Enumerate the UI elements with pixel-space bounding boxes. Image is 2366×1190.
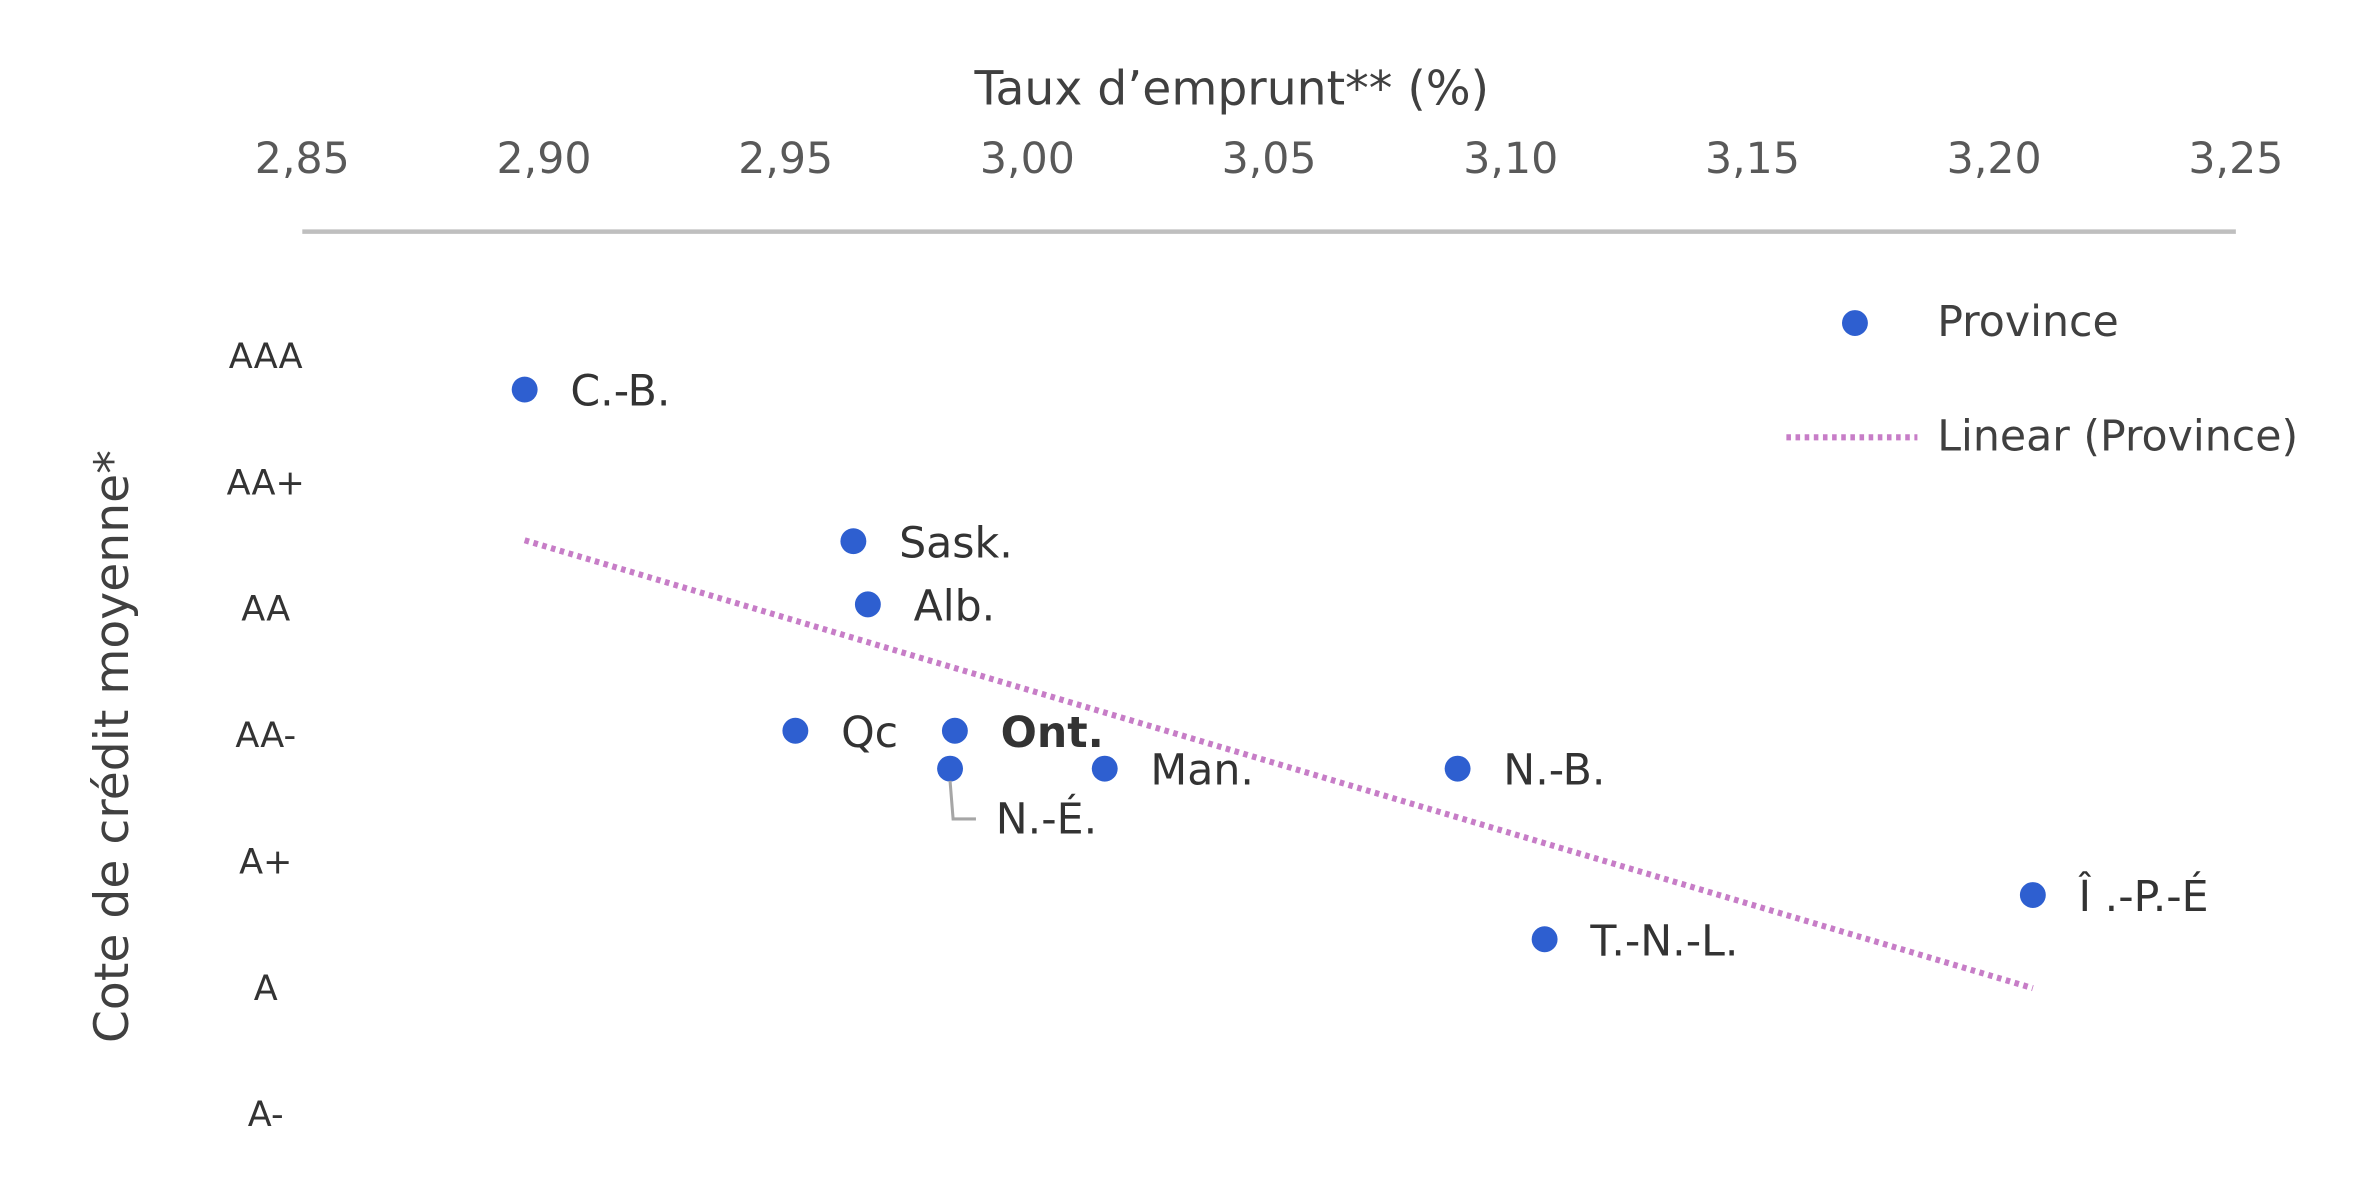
- y-tick-label: A: [254, 968, 278, 1009]
- x-tick-label: 3,05: [1222, 134, 1317, 184]
- data-point: [854, 591, 881, 618]
- point-label: Ont.: [1001, 708, 1104, 758]
- data-point: [782, 717, 809, 744]
- leader-line: [948, 780, 976, 821]
- point-label: Sask.: [899, 518, 1013, 568]
- point-label: C.-B.: [570, 367, 670, 417]
- data-point: [2019, 882, 2046, 908]
- x-tick-label: 3,20: [1947, 134, 2042, 184]
- data-point: [1531, 926, 1558, 953]
- point-label: Man.: [1150, 746, 1254, 796]
- y-tick-label: AA-: [235, 715, 296, 756]
- x-tick-label: 3,15: [1705, 134, 1800, 184]
- data-point: [511, 376, 538, 403]
- y-tick-label: A-: [248, 1094, 284, 1135]
- y-tick-label: AA: [241, 589, 290, 630]
- legend-label: Linear (Province): [1937, 411, 2298, 461]
- y-tick-label: AAA: [229, 336, 303, 377]
- x-axis-title: Taux d’emprunt** (%): [973, 61, 1489, 116]
- y-tick-label: AA+: [227, 462, 305, 503]
- y-tick-label: A+: [239, 841, 292, 882]
- x-tick-label: 2,90: [497, 134, 592, 184]
- data-point: [1444, 755, 1471, 782]
- data-point: [840, 528, 867, 555]
- x-tick-label: 3,10: [1463, 134, 1558, 184]
- data-point: [937, 755, 964, 782]
- point-label: N.-É.: [996, 793, 1097, 844]
- x-tick-label: 2,95: [738, 134, 833, 184]
- x-tick-label: 3,25: [2188, 134, 2283, 184]
- point-label: Î .-P.-É: [2078, 871, 2209, 922]
- legend-label: Province: [1937, 297, 2119, 347]
- x-tick-label: 3,00: [980, 134, 1075, 184]
- point-label: Qc: [841, 708, 898, 758]
- y-axis-title: Cote de crédit moyenne*: [85, 450, 140, 1043]
- trendline: [523, 537, 2034, 992]
- point-label: Alb.: [914, 581, 996, 631]
- x-tick-label: 2,85: [255, 134, 350, 184]
- point-label: T.-N.-L.: [1589, 916, 1738, 966]
- data-point: [1091, 755, 1118, 782]
- data-point: [941, 717, 968, 744]
- point-label: N.-B.: [1503, 746, 1605, 796]
- legend-marker: [1841, 310, 1868, 336]
